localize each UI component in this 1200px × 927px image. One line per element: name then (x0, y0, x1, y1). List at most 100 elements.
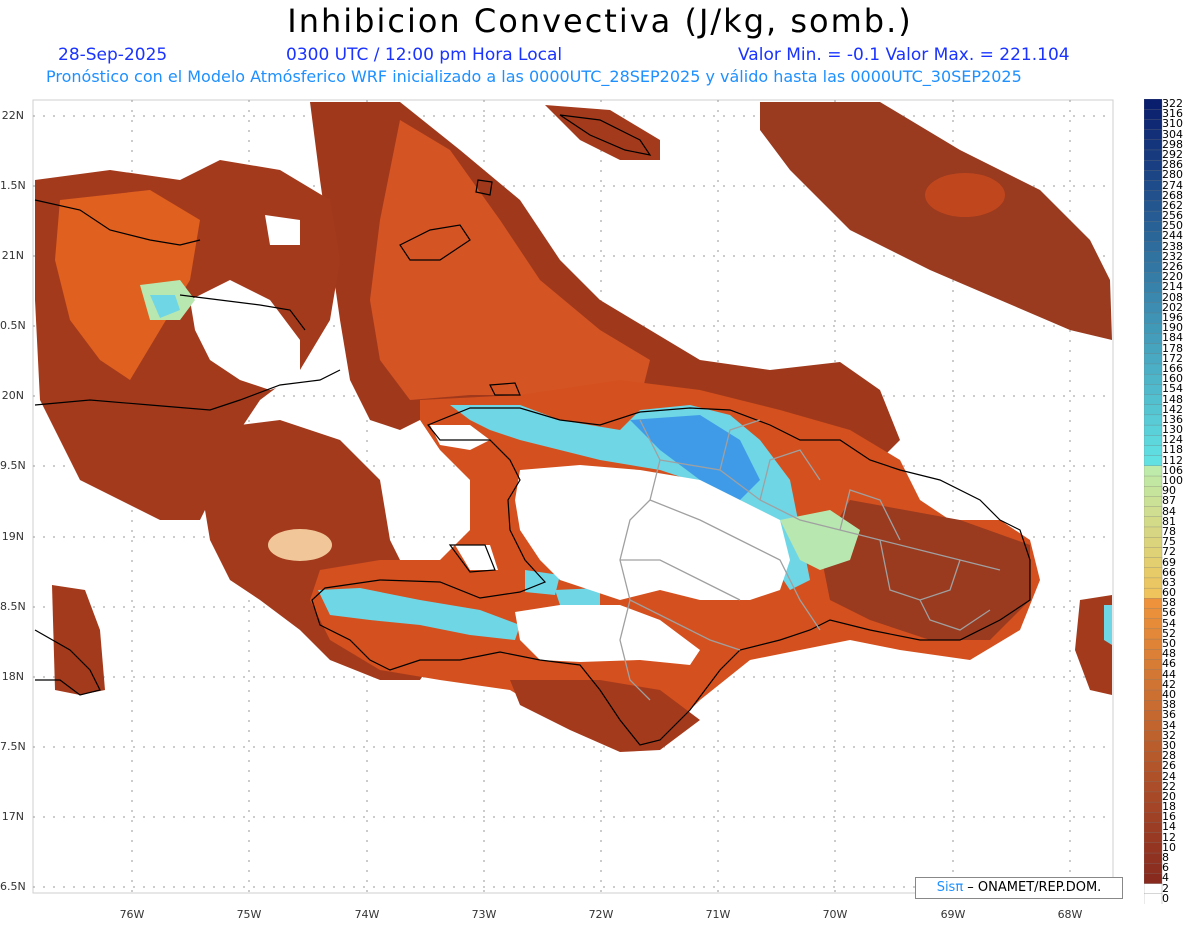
colorbar-label: 52 (1162, 626, 1176, 640)
colorbar-swatch (1144, 272, 1163, 284)
colorbar-label: 66 (1162, 565, 1176, 579)
lat-tick: 17N (1, 810, 24, 823)
page-title: Inhibicion Convectiva (J/kg, somb.) (287, 2, 913, 40)
colorbar-label: 44 (1162, 667, 1176, 681)
colorbar-label: 214 (1162, 280, 1183, 294)
colorbar-label: 28 (1162, 749, 1176, 763)
colorbar-swatch (1144, 343, 1163, 355)
colorbar-label: 250 (1162, 219, 1183, 233)
colorbar-label: 50 (1162, 637, 1176, 651)
colorbar-swatch (1144, 537, 1163, 549)
colorbar-swatch (1144, 761, 1163, 773)
colorbar-swatch (1144, 475, 1163, 487)
colorbar-swatch (1144, 496, 1163, 508)
colorbar-swatch (1144, 649, 1163, 661)
province-borders (619, 419, 1001, 701)
colorbar-label: 268 (1162, 188, 1183, 202)
lat-tick: 20N (1, 389, 24, 402)
lon-tick: 75W (236, 908, 262, 921)
colorbar-label: 292 (1162, 147, 1183, 161)
colorbar-label: 54 (1162, 616, 1176, 630)
colorbar-swatch (1144, 608, 1163, 620)
lon-tick: 70W (822, 908, 848, 921)
coastlines (34, 114, 1031, 746)
colorbar-swatch (1144, 353, 1163, 365)
colorbar-label: 298 (1162, 137, 1183, 151)
colorbar-label: 106 (1162, 463, 1183, 477)
colorbar-label: 38 (1162, 698, 1176, 712)
colorbar-swatch (1144, 109, 1163, 121)
colorbar-label: 0 (1162, 891, 1169, 905)
colorbar-label: 75 (1162, 535, 1176, 549)
lat-tick: 9.5N (0, 459, 26, 472)
colorbar-label: 60 (1162, 586, 1176, 600)
colorbar-label: 160 (1162, 372, 1183, 386)
colorbar-label: 58 (1162, 596, 1176, 610)
colorbar-label: 20 (1162, 789, 1176, 803)
colorbar-swatch (1144, 577, 1163, 589)
colorbar-label: 42 (1162, 677, 1176, 691)
colorbar-swatch (1144, 598, 1163, 610)
colorbar-label: 154 (1162, 382, 1183, 396)
colorbar-label: 304 (1162, 127, 1183, 141)
colorbar-swatch (1144, 99, 1163, 110)
lon-tick: 71W (705, 908, 731, 921)
colorbar-swatch (1144, 873, 1163, 885)
colorbar-swatch (1144, 689, 1163, 701)
colorbar-label: 208 (1162, 290, 1183, 304)
colorbar-swatch (1144, 241, 1163, 253)
colorbar-label: 24 (1162, 769, 1176, 783)
colorbar-label: 238 (1162, 239, 1183, 253)
lat-tick: 0.5N (0, 319, 26, 332)
colorbar-swatch (1144, 394, 1163, 406)
colorbar-label: 100 (1162, 474, 1183, 488)
lon-tick: 69W (940, 908, 966, 921)
colorbar-swatch (1144, 373, 1163, 385)
lon-tick: 76W (119, 908, 145, 921)
colorbar-swatch (1144, 414, 1163, 426)
lon-tick: 68W (1057, 908, 1083, 921)
colorbar-label: 2 (1162, 881, 1169, 895)
colorbar-swatch (1144, 557, 1163, 569)
lat-tick: 6.5N (0, 880, 26, 893)
colorbar-label: 36 (1162, 708, 1176, 722)
colorbar-swatch (1144, 791, 1163, 803)
colorbar-label: 18 (1162, 800, 1176, 814)
colorbar-label: 87 (1162, 494, 1176, 508)
colorbar-swatch (1144, 740, 1163, 752)
colorbar-swatch (1144, 863, 1163, 875)
colorbar-label: 4 (1162, 871, 1169, 885)
colorbar-swatch (1144, 159, 1163, 171)
lat-tick: 22N (1, 109, 24, 122)
colorbar-swatch (1144, 302, 1163, 314)
colorbar-label: 220 (1162, 270, 1183, 284)
colorbar-label: 262 (1162, 198, 1183, 212)
colorbar-swatch (1144, 567, 1163, 579)
field-ne-band (760, 102, 1112, 340)
colorbar-swatch (1144, 251, 1163, 263)
colorbar-swatch (1144, 801, 1163, 813)
colorbar-swatch (1144, 618, 1163, 630)
colorbar-label: 112 (1162, 453, 1183, 467)
colorbar-label: 90 (1162, 484, 1176, 498)
colorbar-label: 84 (1162, 504, 1176, 518)
lon-tick: 73W (471, 908, 497, 921)
colorbar-swatch (1144, 679, 1163, 691)
colorbar-swatch (1144, 180, 1163, 192)
credit-text: – ONAMET/REP.DOM. (963, 880, 1102, 895)
lat-tick: 19N (1, 530, 24, 543)
colorbar-swatch (1144, 659, 1163, 671)
forecast-time: 0300 UTC / 12:00 pm Hora Local (286, 45, 563, 65)
colorbar-swatch (1144, 424, 1163, 436)
colorbar-swatch (1144, 170, 1163, 182)
cin-field (35, 102, 1112, 752)
colorbar-label: 26 (1162, 759, 1176, 773)
colorbar-swatch (1144, 139, 1163, 151)
lat-tick: 21N (1, 249, 24, 262)
colorbar-label: 178 (1162, 341, 1183, 355)
credit-brand: Sisπ (936, 880, 964, 895)
colorbar-label: 56 (1162, 606, 1176, 620)
colorbar-swatch (1144, 129, 1163, 141)
colorbar-label: 14 (1162, 820, 1176, 834)
colorbar-swatch (1144, 323, 1163, 335)
